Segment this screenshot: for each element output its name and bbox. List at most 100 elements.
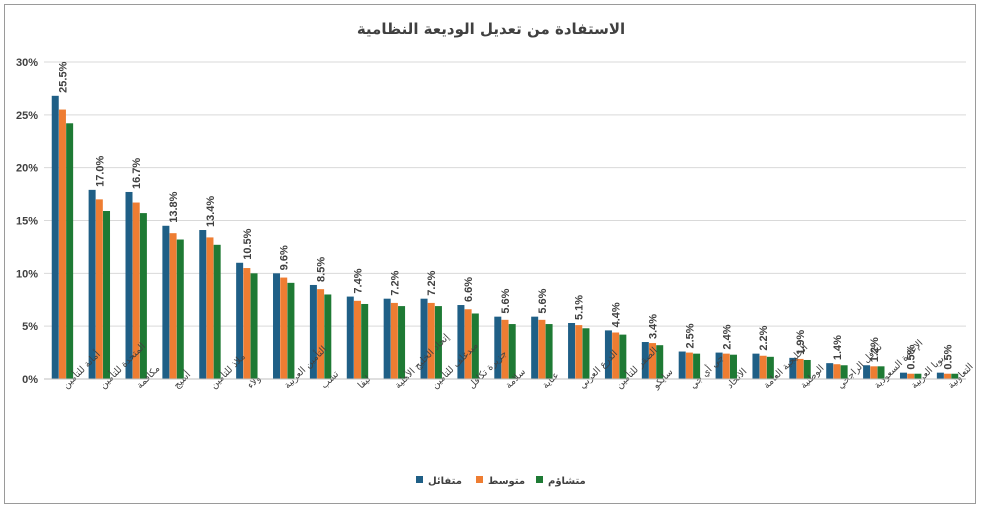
legend-label: متوسط — [488, 476, 525, 487]
bar-متفائل-20[interactable] — [789, 357, 797, 379]
bar-متوسط-4[interactable] — [206, 237, 214, 379]
bar-متوسط-21[interactable] — [833, 364, 841, 379]
data-label: 5.6% — [500, 288, 512, 313]
bar-متشاؤم-2[interactable] — [139, 213, 147, 379]
y-tick-label: 15% — [16, 216, 38, 228]
bar-متوسط-18[interactable] — [722, 353, 730, 379]
bar-متفائل-19[interactable] — [752, 353, 760, 379]
bar-متشاؤم-7[interactable] — [324, 294, 332, 379]
bar-متفائل-4[interactable] — [199, 230, 207, 379]
bar-متوسط-5[interactable] — [243, 268, 251, 379]
bar-متشاؤم-5[interactable] — [250, 273, 258, 379]
bar-متشاؤم-14[interactable] — [582, 328, 590, 379]
bar-متوسط-12[interactable] — [501, 319, 509, 379]
bar-متفائل-9[interactable] — [383, 298, 391, 379]
data-label: 13.4% — [205, 196, 217, 227]
bar-متفائل-1[interactable] — [88, 189, 96, 379]
bar-متفائل-0[interactable] — [51, 95, 59, 379]
legend-item-0[interactable]: متفائل — [416, 476, 462, 487]
bar-متوسط-23[interactable] — [907, 373, 915, 379]
legend-item-1[interactable]: متوسط — [476, 476, 525, 487]
bar-متوسط-19[interactable] — [759, 355, 767, 379]
data-label: 0.5% — [906, 344, 918, 369]
chart-title: الاستفادة من تعديل الوديعة النظامية — [357, 20, 625, 38]
bar-متوسط-1[interactable] — [95, 199, 103, 379]
data-label: 5.6% — [537, 288, 549, 313]
bar-متشاؤم-3[interactable] — [176, 239, 184, 379]
legend[interactable]: متفائل متوسط متشاؤم — [416, 476, 586, 487]
data-label: 2.4% — [721, 324, 733, 349]
bar-متفائل-3[interactable] — [162, 225, 170, 379]
bar-متفائل-11[interactable] — [457, 305, 465, 379]
bar-متوسط-0[interactable] — [58, 109, 66, 380]
bar-متوسط-8[interactable] — [353, 300, 361, 379]
bar-متفائل-13[interactable] — [531, 316, 539, 379]
bar-متشاؤم-16[interactable] — [656, 345, 664, 379]
bar-متوسط-11[interactable] — [464, 309, 472, 379]
bar-متشاؤم-12[interactable] — [508, 324, 516, 379]
bar-متشاؤم-13[interactable] — [545, 324, 553, 379]
bar-متشاؤم-17[interactable] — [693, 353, 701, 379]
y-tick-label: 30% — [16, 57, 38, 69]
data-label: 7.4% — [352, 268, 364, 293]
bar-متشاؤم-15[interactable] — [619, 334, 627, 379]
bar-متوسط-15[interactable] — [612, 332, 620, 379]
bar-متشاؤم-20[interactable] — [803, 359, 811, 379]
bar-متفائل-6[interactable] — [273, 273, 281, 379]
bar-متوسط-2[interactable] — [132, 202, 140, 379]
data-label: 1.2% — [869, 337, 881, 362]
bar-متوسط-16[interactable] — [649, 343, 657, 379]
bar-متفائل-22[interactable] — [863, 365, 871, 379]
bar-متوسط-20[interactable] — [796, 358, 804, 379]
legend-swatch — [536, 476, 543, 483]
bars — [51, 95, 959, 380]
bar-متشاؤم-19[interactable] — [766, 356, 774, 379]
legend-swatch — [416, 476, 423, 483]
bar-متفائل-10[interactable] — [420, 298, 428, 379]
bar-متفائل-16[interactable] — [641, 342, 649, 379]
bar-متوسط-17[interactable] — [685, 352, 693, 379]
bar-متفائل-2[interactable] — [125, 191, 133, 379]
legend-item-2[interactable]: متشاؤم — [536, 476, 586, 487]
bar-متفائل-8[interactable] — [346, 296, 354, 379]
bar-متوسط-3[interactable] — [169, 233, 177, 379]
bar-متشاؤم-8[interactable] — [361, 303, 369, 379]
bar-متشاؤم-0[interactable] — [66, 123, 74, 379]
bar-متشاؤم-18[interactable] — [729, 354, 737, 379]
bar-متوسط-10[interactable] — [427, 302, 435, 379]
bar-متشاؤم-9[interactable] — [398, 306, 406, 379]
bar-متوسط-22[interactable] — [870, 366, 878, 379]
bar-متوسط-24[interactable] — [944, 373, 952, 379]
bar-متفائل-18[interactable] — [715, 352, 723, 379]
bar-متفائل-12[interactable] — [494, 316, 502, 379]
bar-متوسط-6[interactable] — [280, 277, 288, 379]
bar-متشاؤم-6[interactable] — [287, 282, 295, 379]
data-label: 4.4% — [611, 302, 623, 327]
bar-متشاؤم-21[interactable] — [840, 365, 848, 379]
data-label: 8.5% — [316, 257, 328, 282]
bar-متوسط-7[interactable] — [317, 289, 325, 379]
data-label: 7.2% — [389, 270, 401, 295]
bar-متفائل-21[interactable] — [826, 363, 834, 379]
gridlines — [44, 61, 966, 327]
bar-متفائل-5[interactable] — [236, 262, 244, 379]
bar-متوسط-13[interactable] — [538, 319, 546, 379]
bar-متشاؤم-11[interactable] — [471, 313, 479, 379]
bar-متوسط-9[interactable] — [390, 302, 398, 379]
bar-متفائل-23[interactable] — [899, 372, 907, 379]
bar-متشاؤم-10[interactable] — [434, 306, 442, 379]
bar-متشاؤم-22[interactable] — [877, 366, 885, 379]
bar-متوسط-14[interactable] — [575, 325, 583, 379]
y-tick-label: 20% — [16, 163, 38, 175]
bar-متفائل-15[interactable] — [604, 330, 612, 379]
bar-متفائل-14[interactable] — [568, 323, 576, 379]
data-label: 17.0% — [94, 155, 106, 186]
bar-متشاؤم-23[interactable] — [914, 373, 922, 379]
data-label: 16.7% — [131, 158, 143, 189]
bar-متفائل-7[interactable] — [309, 284, 317, 379]
bar-متفائل-17[interactable] — [678, 351, 686, 379]
bar-متشاؤم-1[interactable] — [103, 210, 111, 379]
bar-متشاؤم-4[interactable] — [213, 244, 221, 379]
bar-متشاؤم-24[interactable] — [951, 373, 959, 379]
bar-متفائل-24[interactable] — [936, 372, 944, 379]
